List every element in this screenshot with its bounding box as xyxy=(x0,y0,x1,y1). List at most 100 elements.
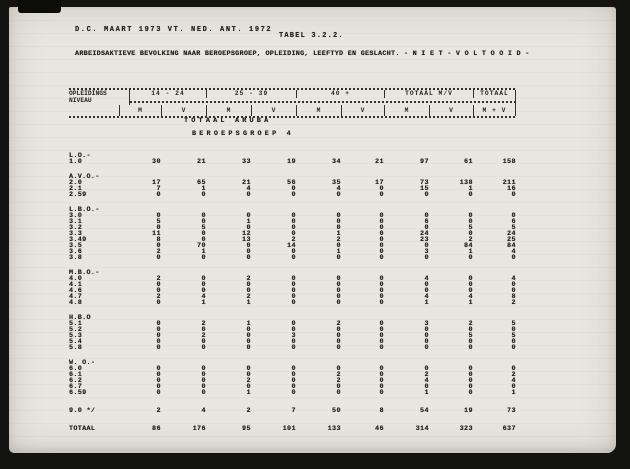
cell-value: 0 xyxy=(336,326,341,334)
cell-value: 1 xyxy=(424,299,429,307)
row-code: 3.3 xyxy=(69,230,83,238)
cell-value: 0 xyxy=(379,338,384,346)
cell-value: 4 xyxy=(511,275,516,283)
cell-value: 0 xyxy=(379,224,384,232)
cell-value: 1 xyxy=(468,185,473,193)
cell-value: 0 xyxy=(379,320,384,328)
cell-value: 0 xyxy=(201,365,206,373)
education-block: M.B.O.- 4.0 2 0 2 0 0 0 4 0 4 4.1 0 0 0 0 0 0 0 0 0 4.6 0 0 0 0 0 0… xyxy=(69,270,524,307)
grand-total-header: TOTAAL xyxy=(473,90,516,98)
cell-value: 5 xyxy=(468,332,473,340)
cell-value: 0 xyxy=(336,293,341,301)
cell-value: 0 xyxy=(424,332,429,340)
cell-value: 0 xyxy=(201,275,206,283)
cell-value: 0 xyxy=(379,275,384,283)
table-row: 2.1 7 1 4 0 4 0 15 1 16 xyxy=(69,185,524,193)
cell-value: 2 xyxy=(336,371,341,379)
cell-value: 21 xyxy=(197,158,206,166)
cell-value: 0 xyxy=(468,326,473,334)
row-code: 3.0 xyxy=(69,212,83,220)
cell-value: 0 xyxy=(246,371,251,379)
cell-value: 0 xyxy=(291,377,296,385)
cell-value: 0 xyxy=(379,185,384,193)
row-code: 6.1 xyxy=(69,371,83,379)
cell-value: 4 xyxy=(201,293,206,301)
cell-value: 24 xyxy=(507,230,516,238)
cell-value: 2 xyxy=(336,236,341,244)
row-code: 6.2 xyxy=(69,377,83,385)
cell-value: 4 xyxy=(511,248,516,256)
cell-value: 0 xyxy=(336,299,341,307)
cell-value: 0 xyxy=(379,389,384,397)
sex-header: V xyxy=(251,105,296,116)
table-body: L.O.- 1.0 30 21 33 19 34 21 97 61 158 A.V.O.- 2.0 17 6… xyxy=(69,153,524,433)
cell-value: 0 xyxy=(246,191,251,199)
cell-value: 323 xyxy=(459,425,473,433)
cell-value: 0 xyxy=(291,326,296,334)
cell-value: 0 xyxy=(201,281,206,289)
cell-value: 0 xyxy=(379,326,384,334)
row-code: 5.1 xyxy=(69,320,83,328)
cell-value: 0 xyxy=(201,236,206,244)
cell-value: 1 xyxy=(511,389,516,397)
cell-value: 0 xyxy=(468,281,473,289)
section-title: TOTAAL ARUBA xyxy=(184,117,272,125)
sex-header-row: M V M V M V M V M + V xyxy=(69,105,516,116)
cell-value: 5 xyxy=(468,224,473,232)
cell-value: 0 xyxy=(468,275,473,283)
cell-value: 0 xyxy=(424,281,429,289)
cell-value: 16 xyxy=(507,185,516,193)
cell-value: 0 xyxy=(468,377,473,385)
cell-value: 0 xyxy=(201,371,206,379)
cell-value: 65 xyxy=(197,179,206,187)
cell-value: 84 xyxy=(507,242,516,250)
cell-value: 0 xyxy=(201,212,206,220)
cell-value: 0 xyxy=(246,212,251,220)
cell-value: 0 xyxy=(246,326,251,334)
cell-value: 0 xyxy=(291,185,296,193)
row-code: 1.0 xyxy=(69,158,83,166)
cell-value: 8 xyxy=(156,236,161,244)
cell-value: 0 xyxy=(511,338,516,346)
cell-value: 12 xyxy=(242,230,251,238)
row-code: 4.6 xyxy=(69,287,83,295)
cell-value: 0 xyxy=(511,344,516,352)
cell-value: 0 xyxy=(379,365,384,373)
cell-value: 0 xyxy=(511,281,516,289)
block-label: H.B.O xyxy=(69,314,91,322)
cell-value: 1 xyxy=(424,389,429,397)
cell-value: 0 xyxy=(424,212,429,220)
cell-value: 2 xyxy=(336,320,341,328)
cell-value: 0 xyxy=(201,230,206,238)
cell-value: 0 xyxy=(246,248,251,256)
total-mv-header: TOTAAL M/V xyxy=(384,90,473,98)
cell-value: 0 xyxy=(246,281,251,289)
cell-value: 6 xyxy=(511,218,516,226)
cell-value: 56 xyxy=(287,179,296,187)
cell-value: 1 xyxy=(468,248,473,256)
cell-value: 4 xyxy=(424,293,429,301)
table-row: 9.0 */2 4 2 7 50 8 54 19 73 xyxy=(69,407,524,415)
cell-value: 0 xyxy=(291,248,296,256)
cell-value: 0 xyxy=(468,389,473,397)
cell-value: 13 xyxy=(242,236,251,244)
cell-value: 21 xyxy=(375,158,384,166)
table-row: 5.4 0 0 0 0 0 0 0 0 0 xyxy=(69,338,524,346)
table-row: 6.7 0 0 0 0 0 0 0 0 0 xyxy=(69,384,524,391)
table-row: 4.7 2 4 2 0 0 0 4 4 8 xyxy=(69,293,524,301)
cell-value: 0 xyxy=(156,377,161,385)
cell-value: 0 xyxy=(156,326,161,334)
cell-value: 5 xyxy=(511,320,516,328)
cell-value: 7 xyxy=(291,407,296,415)
cell-value: 54 xyxy=(420,407,429,415)
cell-value: 0 xyxy=(336,281,341,289)
cell-value: 0 xyxy=(156,242,161,250)
cell-value: 0 xyxy=(379,281,384,289)
cell-value: 0 xyxy=(468,191,473,199)
cell-value: 0 xyxy=(291,212,296,220)
cell-value: 0 xyxy=(156,332,161,340)
cell-value: 0 xyxy=(468,287,473,295)
table-row: 4.8 0 1 1 0 0 0 1 1 2 xyxy=(69,299,524,307)
cell-value: 0 xyxy=(336,344,341,352)
cell-value: 0 xyxy=(511,212,516,220)
